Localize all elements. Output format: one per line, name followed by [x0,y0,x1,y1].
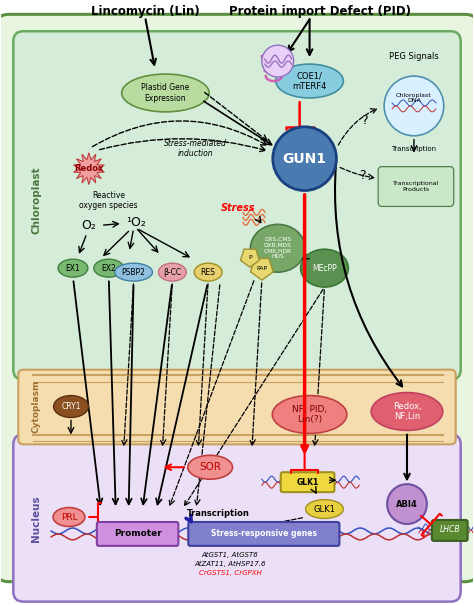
Text: Cytoplasm: Cytoplasm [32,380,41,433]
Text: Transcriptional
Products: Transcriptional Products [393,181,439,192]
Text: Nucleus: Nucleus [31,495,41,542]
Text: Stress-responsive genes: Stress-responsive genes [211,529,317,538]
Text: Stress-mediated
induction: Stress-mediated induction [164,139,227,159]
FancyBboxPatch shape [18,370,456,444]
Text: ?: ? [361,114,367,127]
Text: ¹O₂: ¹O₂ [126,216,146,229]
Ellipse shape [250,224,305,272]
Text: PSBP2: PSBP2 [122,267,146,276]
Text: Promoter: Promoter [114,529,162,538]
Circle shape [273,127,337,191]
Text: COE1/
mTERF4: COE1/ mTERF4 [292,71,327,91]
Ellipse shape [272,396,347,433]
Text: O₂: O₂ [82,219,96,232]
Text: ?: ? [359,169,365,182]
Text: GLK1: GLK1 [313,505,336,514]
Ellipse shape [188,456,233,479]
Text: β-CC: β-CC [164,267,182,276]
FancyBboxPatch shape [188,522,339,546]
Ellipse shape [158,263,186,281]
Text: GLK1: GLK1 [296,478,319,486]
Text: AtZAT11, AtHSP17.6: AtZAT11, AtHSP17.6 [194,561,266,567]
FancyBboxPatch shape [432,520,468,541]
FancyBboxPatch shape [97,522,178,546]
FancyBboxPatch shape [378,166,454,206]
Text: Redox,
NF,Lin: Redox, NF,Lin [392,402,421,421]
Text: SOR: SOR [199,462,221,473]
Polygon shape [73,152,104,185]
Ellipse shape [115,263,153,281]
Text: P: P [248,255,252,260]
Ellipse shape [54,396,88,417]
FancyBboxPatch shape [281,473,335,492]
Text: Protein import Defect (PID): Protein import Defect (PID) [228,5,410,18]
Circle shape [262,45,294,77]
Ellipse shape [122,74,209,112]
Text: Redox: Redox [74,164,103,173]
Ellipse shape [53,508,85,526]
Text: Chloroplast: Chloroplast [31,166,41,234]
Ellipse shape [301,249,348,287]
FancyBboxPatch shape [0,15,474,582]
Text: RES: RES [201,267,216,276]
Text: DXS,CMS
DXR,MDS
CMK,HDR
HDS: DXS,CMS DXR,MDS CMK,HDR HDS [264,237,292,260]
Text: Lincomycin (Lin): Lincomycin (Lin) [91,5,200,18]
Text: Transcription: Transcription [187,509,249,517]
Text: Chloroplast
DNA: Chloroplast DNA [396,93,432,103]
Text: PRL: PRL [61,512,77,522]
Text: CrGSTS1, CrGPXH: CrGSTS1, CrGPXH [199,570,262,576]
Ellipse shape [306,500,343,518]
Text: Transcription: Transcription [392,146,437,152]
FancyBboxPatch shape [13,434,461,601]
Ellipse shape [58,259,88,277]
Ellipse shape [194,263,222,281]
Text: ABI4: ABI4 [396,500,418,509]
Circle shape [384,76,444,136]
Text: EX2: EX2 [101,264,116,273]
Ellipse shape [371,393,443,430]
Text: NF, PID,
Lin(?): NF, PID, Lin(?) [292,405,327,424]
Text: Plastid Gene
Expression: Plastid Gene Expression [141,83,190,103]
Text: MEcPP: MEcPP [312,264,337,273]
Text: AtGST1, AtGST6: AtGST1, AtGST6 [201,552,258,558]
Ellipse shape [94,259,124,277]
Text: GUN1: GUN1 [283,152,327,166]
Text: Stress: Stress [221,203,255,214]
Text: PEG Signals: PEG Signals [389,51,439,60]
Text: PAP: PAP [256,266,267,270]
Text: EX1: EX1 [65,264,80,273]
Ellipse shape [276,64,343,98]
Text: CRY1: CRY1 [61,402,81,411]
Text: Reactive
oxygen species: Reactive oxygen species [80,191,138,210]
Circle shape [387,484,427,524]
Text: LHCB: LHCB [439,526,460,534]
FancyBboxPatch shape [13,31,461,380]
